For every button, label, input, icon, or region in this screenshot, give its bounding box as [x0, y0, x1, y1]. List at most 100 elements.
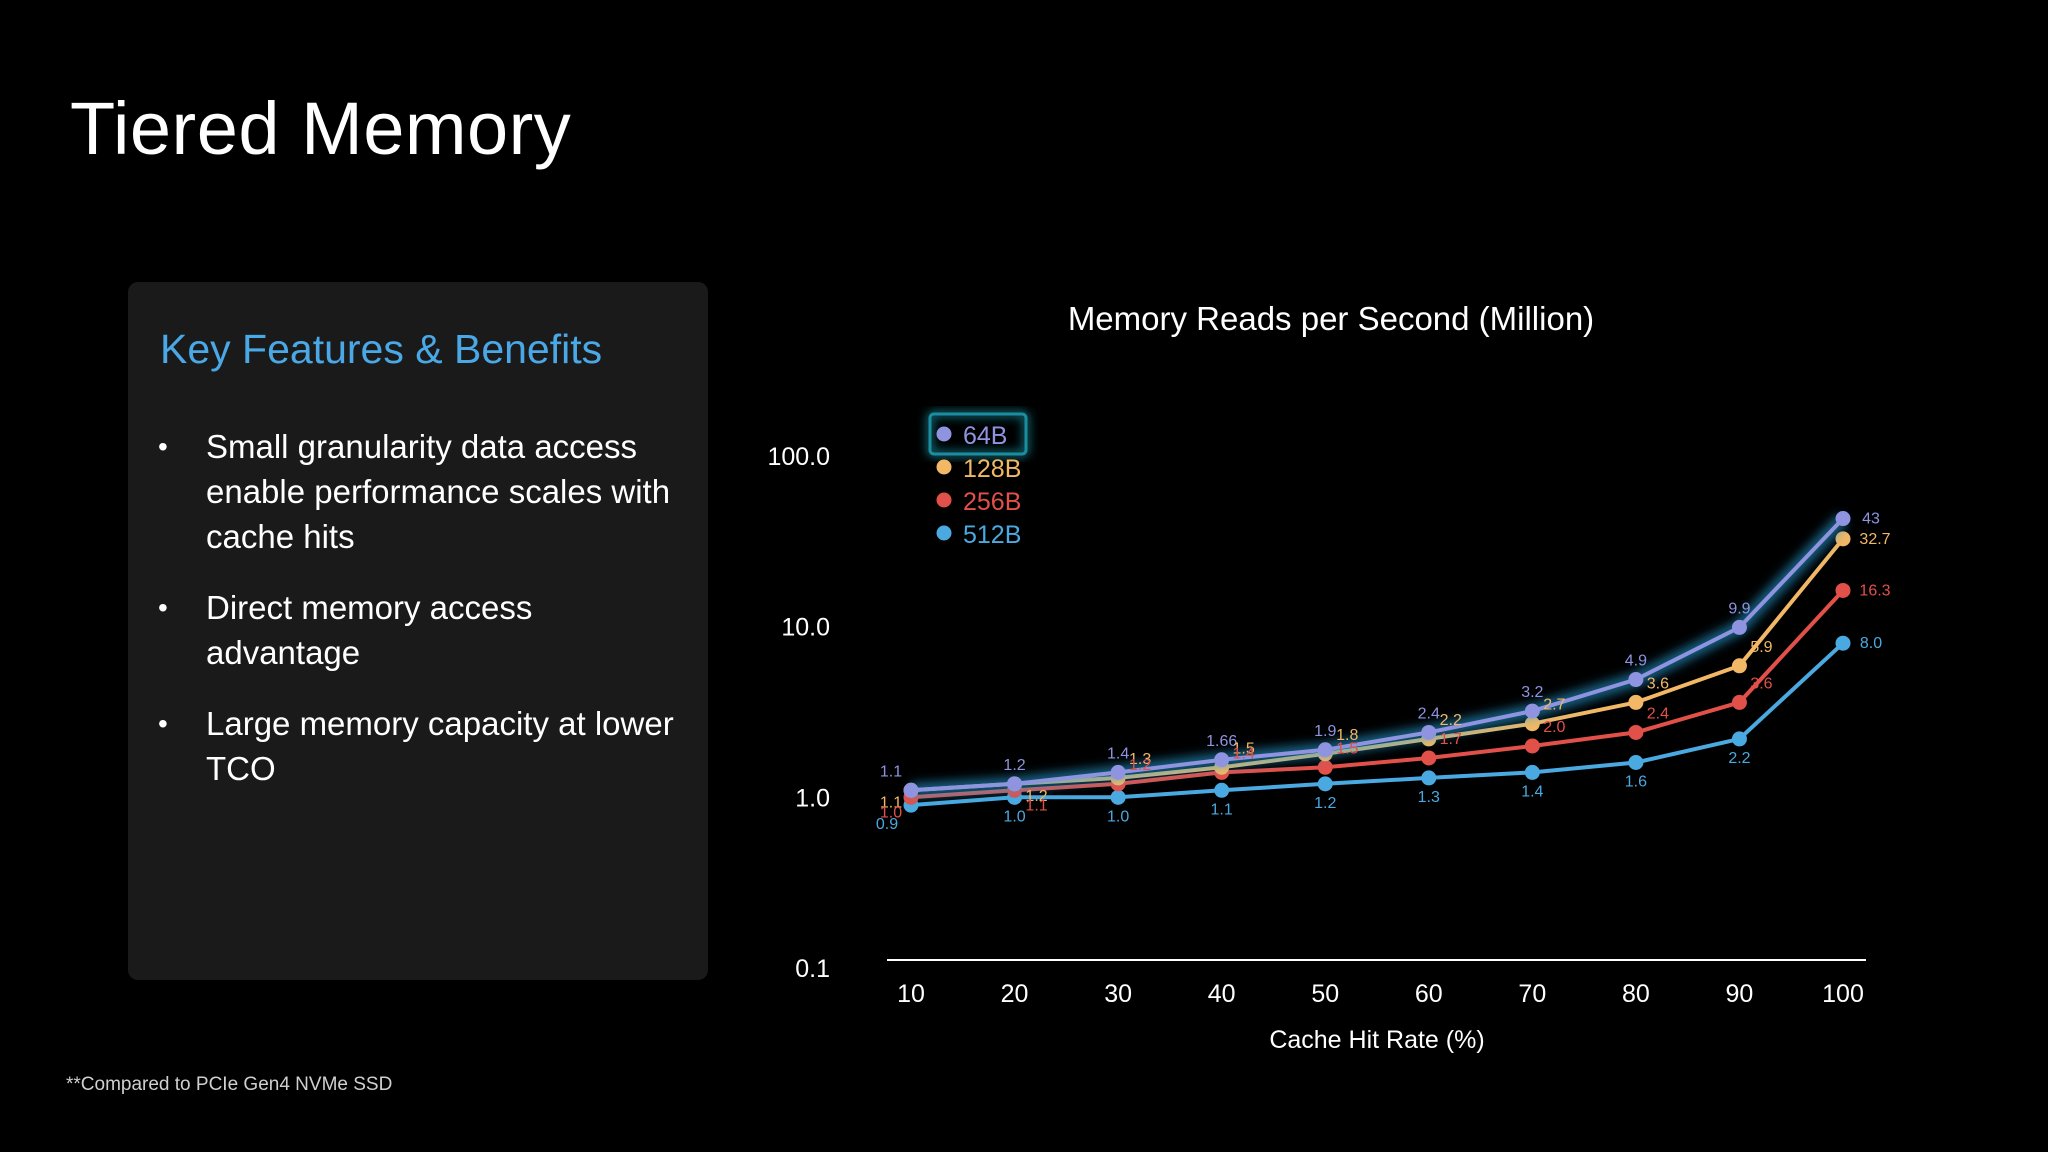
data-label: 3.2: [1521, 684, 1543, 701]
data-point: [1007, 776, 1023, 792]
y-tick-label: 10.0: [781, 614, 830, 642]
legend-marker: [936, 525, 952, 541]
data-label: 1.1: [880, 763, 902, 780]
data-label: 2.4: [1647, 705, 1669, 722]
data-label: 32.7: [1859, 531, 1890, 548]
data-point: [1835, 582, 1851, 598]
chart-title: Memory Reads per Second (Million): [1068, 300, 1594, 337]
data-point: [1524, 764, 1540, 780]
data-label: 16.3: [1859, 582, 1890, 599]
features-list: • Small granularity data access enable p…: [128, 424, 708, 817]
data-point: [1110, 789, 1126, 805]
x-tick-label: 70: [1518, 980, 1546, 1008]
data-point: [1835, 635, 1851, 651]
legend-highlight: [928, 412, 1028, 456]
x-tick-label: 90: [1726, 980, 1754, 1008]
bullet-icon: •: [158, 431, 168, 462]
data-label: 1.0: [1107, 808, 1129, 825]
y-tick-label: 1.0: [795, 784, 830, 812]
data-label: 2.0: [1543, 719, 1565, 736]
data-label: 1.2: [1129, 757, 1151, 774]
data-label: 1.3: [1129, 751, 1151, 768]
bullet-icon: •: [158, 708, 168, 739]
data-label: 1.0: [1003, 808, 1025, 825]
x-tick-label: 80: [1622, 980, 1650, 1008]
data-point: [1214, 752, 1230, 768]
feature-text: Direct memory access advantage: [206, 589, 533, 671]
data-label: 1.3: [1418, 789, 1440, 806]
data-label: 1.7: [1440, 731, 1462, 748]
data-point: [1731, 658, 1747, 674]
slide-title: Tiered Memory: [70, 87, 572, 170]
data-point: [1628, 694, 1644, 710]
data-point: [1524, 703, 1540, 719]
legend-label: 64B: [963, 422, 1007, 450]
data-label: 0.9: [876, 816, 898, 833]
data-label: 1.4: [1233, 745, 1255, 762]
data-point: [1214, 782, 1230, 798]
feature-item: • Direct memory access advantage: [128, 585, 708, 675]
data-label: 1.4: [1107, 745, 1129, 762]
data-label: 43: [1862, 511, 1880, 528]
data-label: 1.5: [1233, 740, 1255, 757]
features-panel: Key Features & Benefits • Small granular…: [128, 282, 708, 980]
x-tick-label: 40: [1208, 980, 1236, 1008]
x-tick-label: 10: [897, 980, 925, 1008]
data-point: [1110, 764, 1126, 780]
data-point: [1731, 619, 1747, 635]
data-label: 1.5: [1336, 740, 1358, 757]
x-tick-label: 20: [1001, 980, 1029, 1008]
series-line: [910, 537, 1845, 793]
data-point: [1628, 724, 1644, 740]
data-point: [1317, 742, 1333, 758]
feature-text: Large memory capacity at lower TCO: [206, 705, 674, 787]
x-tick-label: 30: [1104, 980, 1132, 1008]
features-panel-title: Key Features & Benefits: [160, 326, 603, 372]
data-point: [1731, 694, 1747, 710]
data-point: [1835, 531, 1851, 547]
data-label: 2.4: [1418, 705, 1440, 722]
y-tick-label: 0.1: [795, 955, 830, 983]
x-tick-label: 50: [1311, 980, 1339, 1008]
data-label: 1.4: [1521, 783, 1543, 800]
series-glow: [910, 513, 1849, 798]
data-label: 1.0: [880, 804, 902, 821]
x-tick-label: 60: [1415, 980, 1443, 1008]
data-point: [1524, 738, 1540, 754]
data-point: [1628, 672, 1644, 688]
data-point: [1421, 750, 1437, 766]
series-line: [910, 517, 1845, 793]
y-tick-label: 100.0: [767, 443, 830, 471]
bullet-icon: •: [158, 592, 168, 623]
data-label: 5.9: [1750, 639, 1772, 656]
data-point: [1317, 776, 1333, 792]
legend-marker: [936, 426, 952, 442]
data-label: 1.66: [1206, 733, 1237, 750]
data-label: 1.1: [1025, 797, 1047, 814]
legend-marker: [936, 459, 952, 475]
legend-label: 512B: [963, 521, 1021, 549]
data-label: 1.2: [1025, 788, 1047, 805]
data-label: 1.6: [1625, 773, 1647, 790]
data-label: 4.9: [1625, 653, 1647, 670]
data-label: 1.2: [1314, 795, 1336, 812]
feature-item: • Large memory capacity at lower TCO: [128, 701, 708, 791]
data-point: [1317, 759, 1333, 775]
legend-label: 256B: [963, 488, 1021, 516]
x-tick-label: 100: [1822, 980, 1864, 1008]
legend-label: 128B: [963, 455, 1021, 483]
feature-item: • Small granularity data access enable p…: [128, 424, 708, 559]
data-label: 8.0: [1860, 635, 1882, 652]
data-label: 1.1: [880, 794, 902, 811]
data-label: 1.8: [1336, 727, 1358, 744]
data-label: 1.1: [1211, 801, 1233, 818]
data-label: 9.9: [1728, 600, 1750, 617]
data-point: [1731, 731, 1747, 747]
data-label: 2.2: [1728, 750, 1750, 767]
data-label: 1.2: [1003, 757, 1025, 774]
data-point: [1421, 724, 1437, 740]
x-axis-title: Cache Hit Rate (%): [1269, 1026, 1484, 1054]
series-line: [910, 589, 1845, 800]
series-line: [910, 641, 1845, 808]
